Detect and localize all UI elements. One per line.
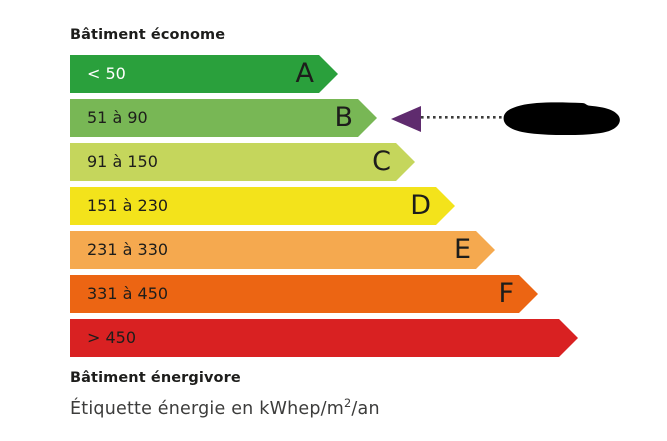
energy-class-bar-e: 231 à 330 E: [70, 231, 495, 269]
unit-prefix: Étiquette énergie en kWhep/m: [70, 399, 344, 419]
selected-class-arrow-icon: [391, 106, 421, 132]
bar-shape-b: [70, 99, 377, 137]
energy-class-bar-c: 91 à 150 C: [70, 143, 415, 181]
energy-class-bar-d: 151 à 230 D: [70, 187, 455, 225]
caption-economical-building: Bâtiment économe: [70, 27, 226, 43]
redacted-value-blob: [503, 102, 620, 135]
bar-shape-f: [70, 275, 538, 313]
unit-exponent: 2: [343, 396, 352, 411]
marker-leader-dotted-line: [421, 116, 507, 119]
bar-shape-g: [70, 319, 578, 357]
energy-class-bar-b: 51 à 90 B: [70, 99, 377, 137]
caption-energy-unit: Étiquette énergie en kWhep/m2/an: [70, 396, 380, 419]
bar-shape-a: [70, 55, 338, 93]
energy-class-bar-g: > 450: [70, 319, 578, 357]
bar-shape-d: [70, 187, 455, 225]
energy-class-bar-f: 331 à 450 F: [70, 275, 538, 313]
caption-energy-hungry-building: Bâtiment énergivore: [70, 370, 241, 386]
bar-shape-e: [70, 231, 495, 269]
unit-suffix: /an: [351, 399, 380, 419]
bar-shape-c: [70, 143, 415, 181]
energy-class-bar-a: < 50 A: [70, 55, 338, 93]
